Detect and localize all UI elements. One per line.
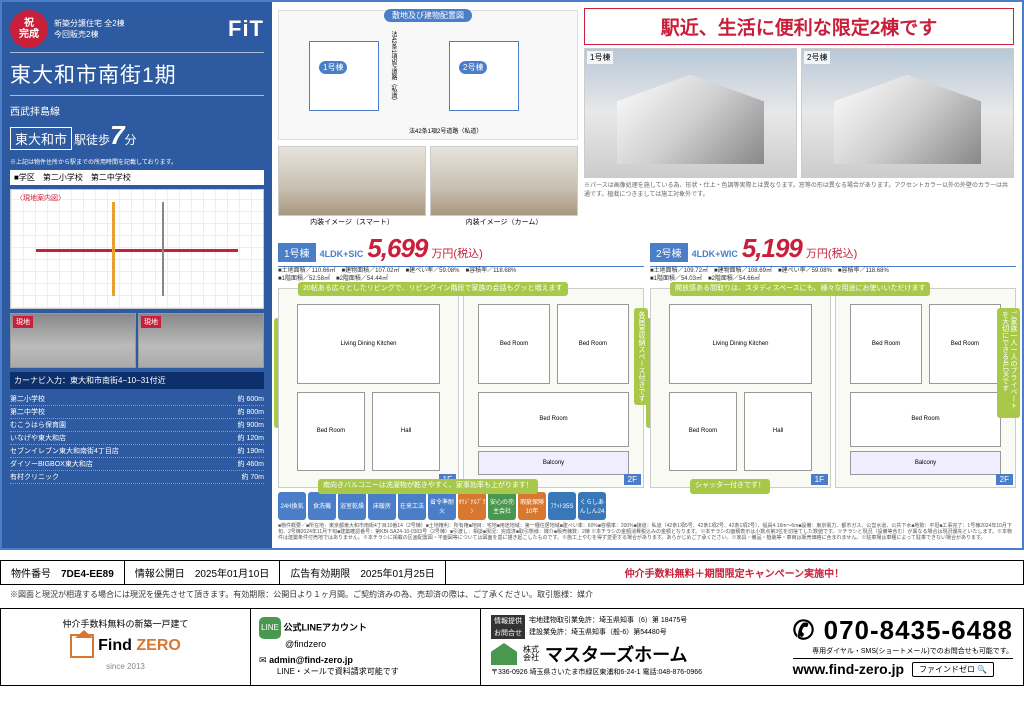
project-title: 東大和市南街1期 [10, 59, 264, 89]
distance-row: 有村クリニック約 70m [10, 471, 264, 484]
right-column: 駅近、生活に便利な限定2棟です 敷地及び建物配置図 1号棟 2号棟 法42条1項… [272, 2, 1022, 548]
unit-1: 1号棟 4LDK+SIC 5,699万円(税込) ■土地面積／110.66㎡ ■… [278, 233, 644, 488]
feature-icon: ｵﾘｼﾞﾅﾙﾌﾟﾗﾝ [458, 492, 486, 520]
headline: 駅近、生活に便利な限定2棟です [584, 8, 1014, 45]
feature-icon: 在来工法 [398, 492, 426, 520]
contact-box: 仲介手数料無料の新築一戸建て Find ZERO since 2013 LINE… [0, 608, 1024, 686]
mail-icon: ✉ [259, 655, 267, 665]
mastershome-icon [491, 643, 517, 665]
feature-icon: 瑕疵保険10年 [518, 492, 546, 520]
campaign-text: 仲介手数料無料＋期間限定キャンペーン実施中！ [446, 561, 1023, 584]
property-disclaimer: ■物件概要／■所在地：東京都東大和市南街4丁目10番14（2号棟）■土地権利：所… [278, 523, 1016, 541]
station-access: 西武拝島線 東大和市駅徒歩7分 [10, 102, 264, 151]
search-box: ファインドゼロ 🔍 [912, 662, 994, 677]
school-zone: ■学区 第二小学校 第二中学校 [10, 170, 264, 185]
exterior-renders: 1号棟 2号棟 [584, 48, 1014, 178]
phone-icon: ✆ [793, 615, 816, 645]
distance-row: ダイソーBIGBOX東大和店約 460m [10, 458, 264, 471]
info-strip: 物件番号 7DE4-EE89 情報公開日 2025年01月10日 広告有効期限 … [0, 560, 1024, 585]
area-map: 〈現地案内図〉 [10, 189, 264, 309]
feature-icon: ﾌﾗｯﾄ35S [548, 492, 576, 520]
feature-icon: 省令準耐火 [428, 492, 456, 520]
access-note: ※上記は物件住所から駅までの所用時間を記載しております。 [10, 157, 264, 166]
line-email-block: LINE 公式LINEアカウント @findzero ✉ admin@find-… [251, 609, 481, 685]
feature-icon: 24H換気 [278, 492, 306, 520]
footer-disclaimer: ※図面と現況が相違する場合には現況を優先させて頂きます。有効期限：公開日より１ヶ… [0, 585, 1024, 604]
site-plan-diagram: 敷地及び建物配置図 1号棟 2号棟 法42条1項5号道路（私道） 法42条1項2… [278, 10, 578, 140]
guide-map-label: 〈現地案内図〉 [13, 192, 68, 204]
sub-line-2: 今回販売2棟 [54, 29, 222, 40]
interior-renders: 内装イメージ（スマート） 内装イメージ（カーム） [278, 146, 578, 227]
feature-icon: 安心の売主会社 [488, 492, 516, 520]
feature-icon: 床暖房 [368, 492, 396, 520]
findzero-logo: Find ZERO [70, 634, 181, 658]
completion-seal: 祝 完成 [10, 10, 48, 48]
distance-row: 第二小学校約 600m [10, 393, 264, 406]
flyer-main: 祝 完成 新築分譲住宅 全2棟 今回販売2棟 FiT 東大和市南街1期 西武拝島… [0, 0, 1024, 550]
company-block: 情報提供宅地建物取引業免許：埼玉県知事（6）第 18475号 お問合せ建設業免許… [481, 609, 1023, 685]
distance-row: セブンイレブン東大和南街4丁目店約 190m [10, 445, 264, 458]
line-icon: LINE [259, 617, 281, 639]
render-note: ※パースは画像処理を施している為、形状・仕上・色調等実際とは異なります。窓等の形… [584, 180, 1014, 198]
distance-list: 第二小学校約 600m第二中学校約 800mむこうはら保育園約 900mいなげや… [10, 393, 264, 484]
unit-2: 2号棟 4LDK+WIC 5,199万円(税込) ■土地面積／109.72㎡ ■… [650, 233, 1016, 488]
phone-block: ✆ 070-8435-6488 専用ダイヤル・SMS(ショートメール)でのお問合… [793, 615, 1013, 677]
sub-line-1: 新築分譲住宅 全2棟 [54, 18, 222, 29]
carnavi-address: カーナビ入力：東大和市南街4−10−31付近 [10, 372, 264, 389]
site-photo-strip: 現地 現地 [10, 313, 264, 368]
house-icon [70, 634, 94, 658]
distance-row: むこうはら保育園約 900m [10, 419, 264, 432]
feature-icons: 24H換気食洗機浴室乾燥床暖房在来工法省令準耐火ｵﾘｼﾞﾅﾙﾌﾟﾗﾝ安心の売主会… [278, 492, 1016, 520]
fit-logo: FiT [228, 16, 264, 42]
distance-row: いなげや東大和店約 120m [10, 432, 264, 445]
feature-icon: くらしあんしん24 [578, 492, 606, 520]
units-row: 1号棟 4LDK+SIC 5,699万円(税込) ■土地面積／110.66㎡ ■… [278, 233, 1016, 488]
left-column: 祝 完成 新築分譲住宅 全2棟 今回販売2棟 FiT 東大和市南街1期 西武拝島… [2, 2, 272, 548]
feature-icon: 浴室乾燥 [338, 492, 366, 520]
feature-icon: 食洗機 [308, 492, 336, 520]
distance-row: 第二中学校約 800m [10, 406, 264, 419]
findzero-block: 仲介手数料無料の新築一戸建て Find ZERO since 2013 [1, 609, 251, 685]
